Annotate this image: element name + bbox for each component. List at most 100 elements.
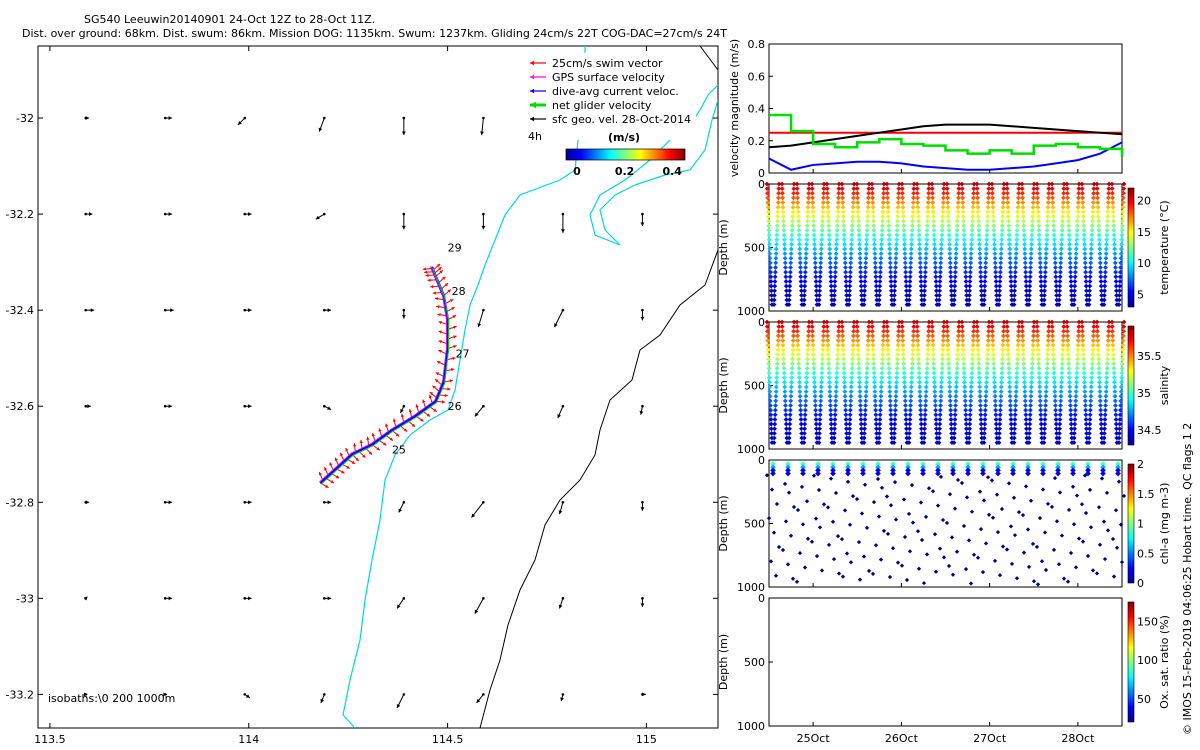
velocity-ytick-label: 0	[758, 167, 765, 180]
day-label: 25	[392, 443, 406, 456]
velocity-ytick-label: 0.2	[748, 135, 766, 148]
day-label: 26	[448, 400, 462, 413]
profile-point	[978, 283, 984, 289]
chla-point	[907, 549, 913, 554]
profile-point	[798, 421, 804, 427]
chla-point	[938, 474, 944, 480]
chla-point	[905, 470, 911, 477]
profile-point	[876, 297, 882, 303]
chla-point	[1045, 501, 1051, 506]
chla-point	[847, 522, 853, 527]
profile-point	[895, 352, 901, 357]
profile-point	[848, 255, 854, 261]
profile-point	[873, 417, 879, 422]
profile-point	[1012, 417, 1018, 422]
chla-point	[860, 461, 866, 467]
swim-vector-arrow-head	[366, 436, 370, 441]
profile-point	[1022, 241, 1027, 247]
chla-point	[904, 577, 910, 583]
chla-point	[875, 470, 881, 477]
profile-point	[902, 251, 908, 257]
chla-point	[828, 476, 834, 481]
profile-point	[787, 283, 793, 289]
profile-point	[1006, 356, 1011, 362]
profile-point	[795, 195, 800, 201]
profile-point	[861, 292, 867, 298]
chla-point	[785, 467, 791, 474]
chla-point	[971, 552, 977, 557]
profile-point	[831, 435, 837, 441]
profile-point	[893, 393, 899, 399]
profile-point	[848, 398, 854, 404]
chla-point	[1009, 561, 1015, 567]
chla-point	[961, 523, 967, 529]
depth-ytick-label: 0	[758, 316, 765, 329]
swim-vector-arrow-head	[447, 289, 451, 293]
chla-point	[1008, 524, 1014, 529]
profile-point	[790, 352, 796, 357]
chla-point	[770, 467, 776, 474]
profile-point	[998, 384, 1004, 390]
geo-vector-arrow-head	[640, 507, 645, 511]
profile-point	[1015, 352, 1021, 357]
profile-point	[1020, 204, 1026, 210]
figure-subtitle: Dist. over ground: 68km. Dist. swum: 86k…	[22, 27, 727, 40]
profile-point	[1013, 384, 1019, 390]
profile-point	[911, 190, 917, 196]
day-tick-label: 26Oct	[885, 732, 919, 745]
chla-point	[1111, 574, 1117, 579]
geo-vector-arrow-head	[248, 404, 252, 409]
map-ytick-label: -32.6	[6, 400, 34, 413]
profile-point	[915, 214, 921, 219]
profile-point	[936, 430, 942, 436]
profile-point	[832, 279, 838, 284]
profile-point	[818, 384, 824, 390]
depth-ytick-label: 500	[744, 518, 765, 531]
profile-point	[977, 384, 983, 390]
profile-point	[842, 251, 848, 257]
coast-top-segment	[699, 46, 718, 71]
profile-point	[947, 398, 953, 404]
chla-point	[980, 464, 986, 471]
chla-point	[771, 530, 777, 535]
profile-point	[1022, 379, 1027, 385]
profile-point	[916, 232, 922, 238]
legend-swatch-head	[530, 74, 534, 80]
chla-point	[923, 514, 929, 520]
profile-point	[977, 389, 983, 395]
chla-point	[870, 571, 876, 577]
profile-point	[827, 384, 833, 390]
profile-point	[891, 292, 897, 298]
swim-vector-arrow-head	[438, 320, 442, 325]
chla-point	[1025, 464, 1031, 471]
chla-point	[864, 525, 870, 530]
profile-point	[960, 214, 966, 219]
swim-vector-arrow-head	[371, 433, 375, 437]
profile-point	[981, 292, 987, 298]
geo-vector-arrow-head	[480, 131, 484, 136]
salinity-panel: 0 500 1000 Depth (m) 34.5 35 35.5 salinity	[717, 316, 1171, 456]
profile-point	[805, 352, 811, 357]
chla-point	[1100, 467, 1106, 474]
depth-ylabel: Depth (m)	[717, 219, 730, 275]
swim-vector-arrow-head	[425, 273, 429, 278]
chla-point	[1070, 467, 1076, 474]
legend-label: GPS surface velocity	[552, 71, 665, 84]
profile-point	[848, 260, 854, 266]
swim-vector-arrow-head	[330, 479, 334, 483]
profile-point	[956, 190, 962, 196]
chla-point	[920, 464, 926, 471]
profile-point	[862, 421, 868, 427]
profile-point	[989, 319, 995, 325]
chla-point	[963, 566, 969, 572]
profile-point	[907, 421, 913, 427]
legend-label: 25cm/s swim vector	[552, 57, 663, 70]
profile-point	[781, 232, 787, 238]
profile-point	[992, 398, 998, 404]
map-frame	[37, 45, 719, 729]
chla-point	[965, 461, 971, 467]
profile-point	[1020, 342, 1026, 348]
geo-vector-arrow-head	[248, 596, 252, 601]
profile-point	[936, 292, 942, 298]
depth-ytick-label: 500	[744, 656, 765, 669]
